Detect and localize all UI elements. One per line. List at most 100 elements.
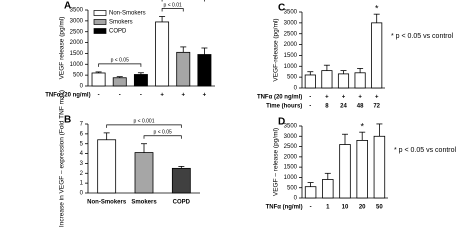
x-tick-label: 1	[326, 205, 330, 211]
y-tick-label: 1000	[70, 62, 84, 68]
y-tick-label: 1000	[284, 175, 298, 181]
x-tick-label: 20	[359, 205, 366, 211]
bar	[356, 139, 368, 199]
bar	[354, 72, 366, 89]
panel-label: B	[64, 115, 71, 126]
x-row-label: TNFα (20 ng/ml)	[45, 93, 90, 99]
x-tick-label: -	[98, 93, 100, 99]
significance-bracket	[98, 63, 142, 67]
y-tick-label: 2500	[284, 31, 298, 37]
annotation: * p < 0.05 vs control	[394, 147, 457, 154]
bar	[337, 73, 350, 89]
y-tick-label: 3500	[284, 124, 298, 130]
significance-label: p < 0.01	[164, 2, 182, 8]
significance-star: *	[375, 4, 379, 14]
x-tick-label: +	[203, 93, 207, 99]
y-tick-label: 0	[294, 196, 298, 202]
bar	[321, 70, 333, 89]
y-tick-label: 3000	[70, 18, 84, 24]
y-tick-label: 2500	[70, 29, 84, 35]
significance-label: p < 0.05	[111, 58, 129, 64]
legend-label: Smokers	[109, 20, 133, 26]
y-tick-label: 2000	[284, 154, 298, 160]
x-tick-label: Smokers	[131, 200, 157, 206]
y-tick-label: 0	[80, 191, 84, 197]
y-tick-label: 2000	[70, 40, 84, 46]
y-axis-label: VEGF-release (pg/ml)	[273, 18, 280, 81]
significance-star: *	[360, 122, 364, 132]
y-tick-label: 1500	[284, 53, 298, 59]
significance-bracket	[161, 0, 205, 2]
x-tick-label: Non-Smokers	[87, 200, 127, 206]
x-tick-label: -	[140, 93, 142, 99]
y-tick-label: 3000	[284, 134, 298, 140]
y-tick-label: 0	[80, 84, 84, 90]
y-axis-label: VEGF release (pg/ml)	[59, 17, 66, 80]
x-tick-label: -	[310, 205, 312, 211]
y-tick-label: 6	[80, 131, 84, 137]
bar	[339, 144, 351, 199]
x-tick-label: -	[309, 104, 311, 110]
bar	[134, 152, 154, 194]
significance-label: p < 0.05	[154, 130, 172, 136]
panel-label: C	[278, 3, 285, 14]
x-tick-label: +	[181, 93, 185, 99]
x-tick-label: 8	[325, 104, 329, 110]
y-tick-label: 1500	[284, 165, 298, 171]
y-tick-label: 500	[287, 185, 298, 191]
x-tick-label: -	[309, 95, 311, 101]
page: {"chart_data": [ {"type": "bar", "panel"…	[45, 0, 457, 228]
x-tick-label: +	[358, 95, 362, 101]
annotation: * p < 0.05 vs control	[391, 33, 454, 40]
bar	[171, 167, 191, 194]
y-tick-label: 1500	[70, 51, 84, 57]
panel-label: D	[278, 117, 285, 128]
bar	[304, 74, 316, 89]
y-tick-label: 500	[73, 73, 84, 79]
x-tick-label: 50	[376, 205, 383, 211]
bar	[322, 179, 334, 199]
y-tick-label: 0	[294, 86, 298, 92]
y-tick-label: 1000	[284, 64, 298, 70]
y-tick-label: 4	[80, 151, 84, 157]
x-tick-label: 24	[340, 104, 347, 110]
x-row-label: TNFα (ng/ml)	[266, 205, 303, 211]
bar	[304, 186, 317, 199]
legend-swatch	[93, 19, 107, 25]
x-tick-label: +	[325, 95, 329, 101]
significance-label: p < 0.001	[134, 119, 155, 125]
x-tick-label: 48	[357, 104, 364, 110]
bar	[112, 77, 127, 87]
y-tick-label: 7	[80, 122, 84, 128]
bar	[197, 54, 212, 87]
x-row-label: TNFα (20 ng/ml)	[257, 95, 302, 101]
y-tick-label: 3000	[284, 20, 298, 26]
y-tick-label: 3500	[284, 10, 298, 16]
y-axis-label: Increase in VEGF – expression (Fold TNF …	[59, 90, 66, 227]
y-tick-label: 2000	[284, 42, 298, 48]
panel-label: A	[64, 1, 71, 12]
bar	[133, 74, 148, 87]
x-tick-label: +	[160, 93, 164, 99]
y-tick-label: 3	[80, 161, 84, 167]
bar	[155, 21, 170, 87]
legend-swatch	[93, 10, 107, 16]
bar	[373, 135, 386, 199]
bar	[176, 51, 191, 87]
y-tick-label: 3500	[70, 8, 84, 14]
y-axis-label: VEGF – release (pg/ml)	[273, 128, 280, 196]
significance-bracket	[143, 135, 182, 139]
x-tick-label: +	[375, 95, 379, 101]
x-tick-label: -	[119, 93, 121, 99]
y-tick-label: 1	[80, 181, 84, 187]
y-tick-label: 2	[80, 171, 84, 177]
x-tick-label: 10	[342, 205, 349, 211]
x-tick-label: +	[342, 95, 346, 101]
legend-label: COPD	[109, 29, 127, 35]
legend-label: Non-Smokers	[109, 11, 146, 17]
legend-swatch	[93, 28, 107, 34]
x-tick-label: COPD	[173, 200, 191, 206]
x-row-label: Time (hours)	[266, 104, 302, 110]
significance-bracket	[161, 8, 184, 12]
